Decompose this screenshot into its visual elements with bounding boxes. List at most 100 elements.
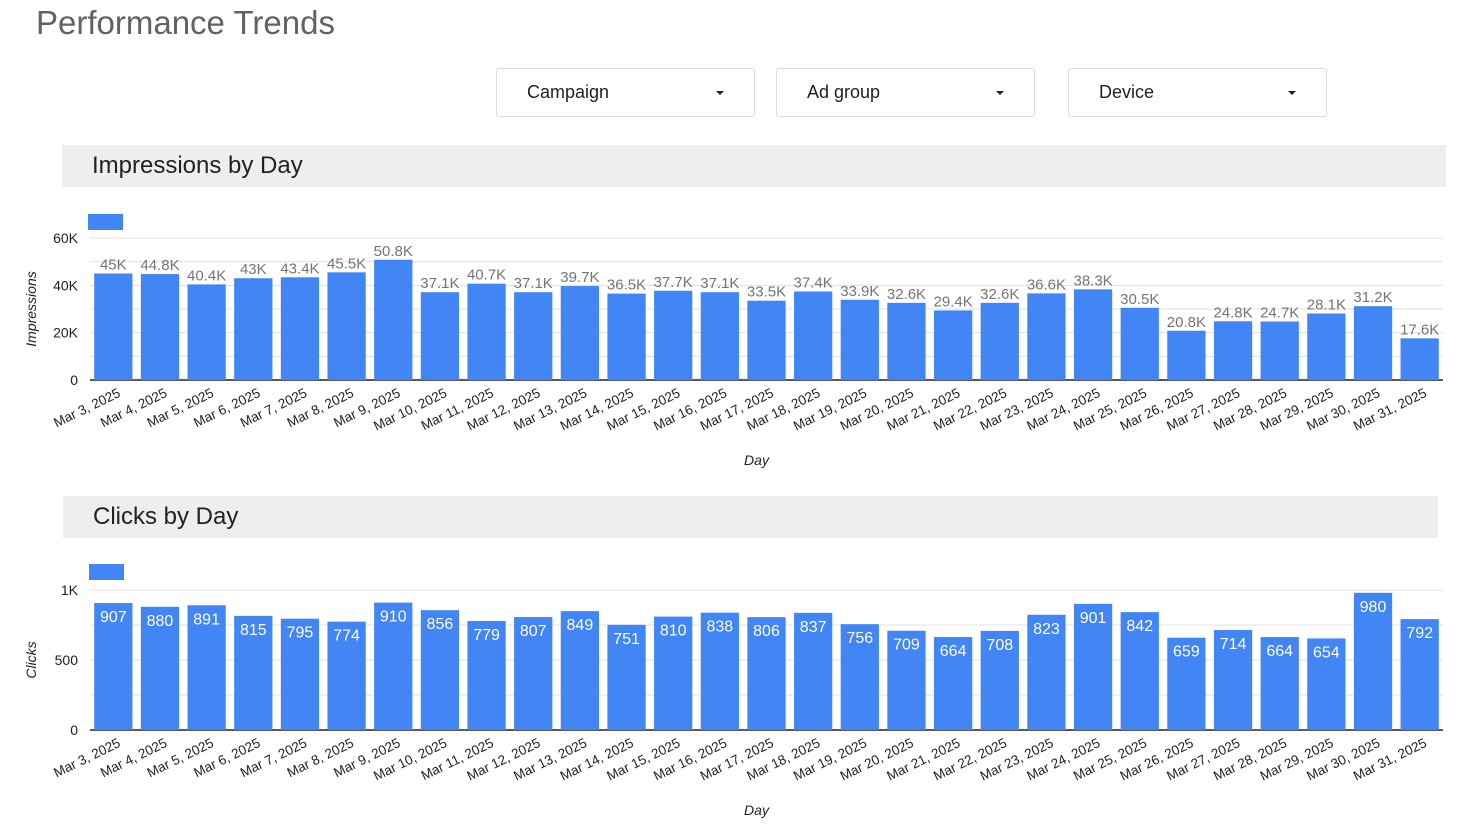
clicks-data-label: 910 — [380, 609, 407, 626]
clicks-bar[interactable] — [1260, 637, 1299, 730]
impressions-bar[interactable] — [234, 278, 273, 380]
clicks-bar[interactable] — [374, 602, 413, 730]
clicks-bar[interactable] — [1400, 619, 1439, 730]
impressions-bar[interactable] — [794, 291, 833, 380]
impressions-y-tick-label: 40K — [53, 277, 79, 293]
impressions-data-label: 30.5K — [1120, 291, 1159, 308]
impressions-bar[interactable] — [1400, 338, 1439, 380]
clicks-bar[interactable] — [467, 620, 506, 730]
impressions-bar[interactable] — [980, 302, 1019, 380]
dropdown-caret-icon — [996, 91, 1004, 95]
impressions-bar[interactable] — [1120, 307, 1159, 380]
impressions-bar[interactable] — [327, 272, 366, 380]
clicks-data-label: 880 — [147, 613, 174, 630]
clicks-bar[interactable] — [840, 624, 879, 730]
impressions-chart-header: Impressions by Day — [62, 145, 1446, 187]
clicks-data-label: 842 — [1126, 618, 1153, 635]
clicks-bar[interactable] — [747, 617, 786, 730]
impressions-data-label: 20.8K — [1167, 314, 1206, 331]
clicks-bar[interactable] — [280, 618, 320, 730]
impressions-bar[interactable] — [1213, 321, 1253, 380]
clicks-data-label: 907 — [100, 609, 127, 626]
clicks-bar[interactable] — [933, 637, 973, 730]
impressions-bar[interactable] — [514, 292, 553, 380]
clicks-data-label: 654 — [1313, 644, 1340, 661]
clicks-bar[interactable] — [327, 621, 366, 730]
clicks-data-label: 838 — [706, 619, 733, 636]
clicks-bar[interactable] — [980, 630, 1019, 730]
clicks-legend-swatch — [89, 564, 124, 580]
impressions-bar[interactable] — [280, 277, 320, 380]
impressions-bar[interactable] — [840, 299, 879, 380]
device-filter[interactable]: Device — [1068, 68, 1327, 117]
impressions-bar[interactable] — [187, 284, 226, 380]
impressions-bar[interactable] — [1260, 321, 1299, 380]
impressions-bar[interactable] — [467, 283, 506, 380]
impressions-bar[interactable] — [140, 273, 180, 380]
impressions-y-tick-label: 20K — [53, 325, 79, 341]
clicks-chart-header: Clicks by Day — [63, 496, 1438, 538]
clicks-bar[interactable] — [514, 617, 553, 730]
clicks-bar[interactable] — [1073, 603, 1113, 730]
impressions-bar[interactable] — [607, 293, 646, 380]
impressions-data-label: 31.2K — [1353, 289, 1392, 306]
clicks-bar[interactable] — [887, 630, 926, 730]
impressions-data-label: 38.3K — [1073, 272, 1112, 289]
clicks-bar[interactable] — [1213, 630, 1253, 730]
impressions-bar[interactable] — [1353, 306, 1393, 380]
campaign-filter-label: Campaign — [527, 82, 610, 102]
clicks-data-label: 664 — [1266, 643, 1293, 660]
clicks-data-label: 807 — [520, 623, 547, 640]
impressions-data-label: 39.7K — [560, 269, 599, 286]
clicks-bar[interactable] — [420, 610, 460, 730]
clicks-data-label: 664 — [940, 643, 967, 660]
clicks-bar[interactable] — [1307, 638, 1346, 730]
impressions-bar[interactable] — [654, 290, 693, 380]
impressions-data-label: 17.6K — [1400, 321, 1439, 338]
clicks-bar[interactable] — [1353, 592, 1393, 730]
impressions-data-label: 24.7K — [1260, 305, 1299, 322]
impressions-y-tick-label: 0 — [70, 372, 78, 388]
clicks-bar[interactable] — [140, 606, 180, 730]
clicks-bar[interactable] — [94, 603, 133, 730]
impressions-x-axis-title: Day — [744, 452, 770, 468]
impressions-bar[interactable] — [747, 300, 786, 380]
impressions-bar[interactable] — [1073, 289, 1113, 380]
page-title: Performance Trends — [36, 4, 335, 41]
impressions-data-label: 33.9K — [840, 283, 879, 300]
device-filter-label: Device — [1099, 82, 1155, 102]
impressions-data-label: 36.5K — [607, 277, 646, 294]
impressions-legend-swatch — [88, 214, 123, 230]
impressions-data-label: 44.8K — [140, 257, 179, 274]
ad-group-filter[interactable]: Ad group — [776, 68, 1035, 117]
impressions-bar[interactable] — [1307, 313, 1346, 380]
clicks-bar[interactable] — [560, 611, 600, 730]
impressions-data-label: 43.4K — [280, 260, 319, 277]
impressions-bar[interactable] — [560, 286, 600, 380]
impressions-bar[interactable] — [420, 292, 460, 380]
impressions-bar[interactable] — [94, 273, 133, 381]
clicks-data-label: 779 — [473, 627, 500, 644]
clicks-bar[interactable] — [607, 624, 646, 730]
impressions-data-label: 37.1K — [514, 275, 553, 292]
clicks-data-label: 806 — [753, 623, 780, 640]
campaign-filter[interactable]: Campaign — [496, 68, 755, 117]
impressions-data-label: 32.6K — [980, 286, 1019, 303]
clicks-bar[interactable] — [234, 615, 273, 730]
impressions-bar[interactable] — [933, 310, 973, 380]
impressions-bar[interactable] — [374, 259, 413, 380]
impressions-bar[interactable] — [1167, 330, 1206, 380]
clicks-bar[interactable] — [794, 612, 833, 730]
clicks-bar[interactable] — [1120, 612, 1159, 730]
impressions-bar[interactable] — [700, 292, 739, 380]
clicks-bar[interactable] — [1167, 637, 1206, 730]
impressions-bar[interactable] — [1027, 293, 1066, 380]
clicks-bar[interactable] — [187, 605, 226, 730]
impressions-bar[interactable] — [887, 302, 926, 380]
clicks-bar[interactable] — [654, 616, 693, 730]
clicks-bar[interactable] — [1027, 614, 1066, 730]
clicks-data-label: 901 — [1080, 610, 1107, 627]
clicks-bar[interactable] — [700, 612, 739, 730]
